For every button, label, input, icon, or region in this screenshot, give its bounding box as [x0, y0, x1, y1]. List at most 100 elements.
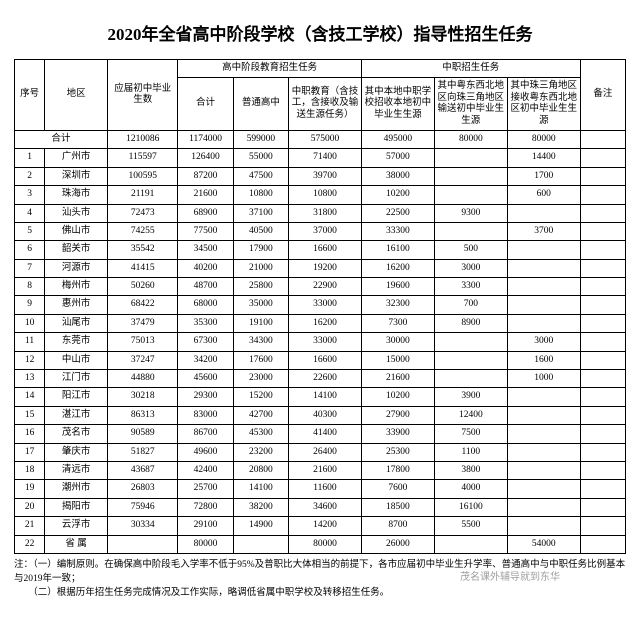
- cell-region: 湛江市: [45, 406, 108, 424]
- cell-putong: 20800: [233, 461, 288, 479]
- table-row: 14阳江市30218293001520014100102003900: [15, 388, 626, 406]
- hdr-remark: 备注: [580, 60, 625, 131]
- cell-local: 22500: [361, 204, 434, 222]
- cell-zzedu: 41400: [289, 425, 362, 443]
- cell-local: 33900: [361, 425, 434, 443]
- cell-zzedu: 37000: [289, 222, 362, 240]
- cell-idx: 14: [15, 388, 45, 406]
- hdr-in: 其中珠三角地区接收粤东西北地区初中毕业生生源: [507, 78, 580, 131]
- cell-in: 1700: [507, 167, 580, 185]
- cell-total: 80000: [178, 535, 233, 553]
- cell-idx: 12: [15, 351, 45, 369]
- cell-zzedu: 14200: [289, 517, 362, 535]
- enrollment-table: 序号 地区 应届初中毕业生数 高中阶段教育招生任务 中职招生任务 备注 合计 普…: [14, 59, 626, 554]
- cell-total: 68900: [178, 204, 233, 222]
- cell-in: 600: [507, 186, 580, 204]
- cell-putong: 37100: [233, 204, 288, 222]
- cell-in: [507, 406, 580, 424]
- totals-local: 495000: [361, 130, 434, 148]
- cell-out: 9300: [434, 204, 507, 222]
- cell-idx: 13: [15, 370, 45, 388]
- hdr-region: 地区: [45, 60, 108, 131]
- cell-putong: 47500: [233, 167, 288, 185]
- cell-idx: 16: [15, 425, 45, 443]
- cell-putong: 38200: [233, 498, 288, 516]
- cell-region: 汕尾市: [45, 314, 108, 332]
- cell-local: 10200: [361, 186, 434, 204]
- cell-remark: [580, 314, 625, 332]
- cell-region: 揭阳市: [45, 498, 108, 516]
- cell-grads: 75013: [108, 333, 178, 351]
- cell-grads: 86313: [108, 406, 178, 424]
- cell-out: [434, 149, 507, 167]
- table-row: 17肇庆市51827496002320026400253001100: [15, 443, 626, 461]
- cell-remark: [580, 351, 625, 369]
- cell-putong: [233, 535, 288, 553]
- cell-idx: 15: [15, 406, 45, 424]
- cell-region: 东莞市: [45, 333, 108, 351]
- cell-remark: [580, 461, 625, 479]
- cell-grads: 37247: [108, 351, 178, 369]
- cell-region: 梅州市: [45, 278, 108, 296]
- cell-grads: 50260: [108, 278, 178, 296]
- hdr-gaozhong-group: 高中阶段教育招生任务: [178, 60, 362, 78]
- cell-grads: 43687: [108, 461, 178, 479]
- totals-row: 合计12100861174000599000575000495000800008…: [15, 130, 626, 148]
- cell-remark: [580, 517, 625, 535]
- table-row: 20揭阳市759467280038200346001850016100: [15, 498, 626, 516]
- cell-total: 87200: [178, 167, 233, 185]
- cell-region: 广州市: [45, 149, 108, 167]
- cell-zzedu: 19200: [289, 259, 362, 277]
- table-row: 16茂名市90589867004530041400339007500: [15, 425, 626, 443]
- cell-remark: [580, 149, 625, 167]
- cell-in: 3700: [507, 222, 580, 240]
- cell-putong: 17900: [233, 241, 288, 259]
- cell-remark: [580, 296, 625, 314]
- cell-putong: 35000: [233, 296, 288, 314]
- cell-region: 清远市: [45, 461, 108, 479]
- cell-out: 7500: [434, 425, 507, 443]
- cell-out: 3800: [434, 461, 507, 479]
- cell-remark: [580, 535, 625, 553]
- cell-remark: [580, 259, 625, 277]
- cell-grads: 37479: [108, 314, 178, 332]
- cell-total: 35300: [178, 314, 233, 332]
- cell-total: 29300: [178, 388, 233, 406]
- hdr-putong: 普通高中: [233, 78, 288, 131]
- cell-total: 77500: [178, 222, 233, 240]
- cell-out: 3900: [434, 388, 507, 406]
- cell-in: [507, 388, 580, 406]
- cell-zzedu: 34600: [289, 498, 362, 516]
- cell-grads: 44880: [108, 370, 178, 388]
- cell-remark: [580, 204, 625, 222]
- table-row: 6韶关市3554234500179001660016100500: [15, 241, 626, 259]
- cell-idx: 7: [15, 259, 45, 277]
- cell-region: 珠海市: [45, 186, 108, 204]
- cell-local: 16100: [361, 241, 434, 259]
- cell-putong: 14100: [233, 480, 288, 498]
- cell-putong: 15200: [233, 388, 288, 406]
- cell-total: 25700: [178, 480, 233, 498]
- cell-total: 34200: [178, 351, 233, 369]
- cell-total: 45600: [178, 370, 233, 388]
- cell-zzedu: 14100: [289, 388, 362, 406]
- cell-region: 省 属: [45, 535, 108, 553]
- cell-region: 河源市: [45, 259, 108, 277]
- cell-total: 83000: [178, 406, 233, 424]
- totals-zzedu: 575000: [289, 130, 362, 148]
- cell-local: 32300: [361, 296, 434, 314]
- cell-out: [434, 351, 507, 369]
- cell-zzedu: 39700: [289, 167, 362, 185]
- totals-grads: 1210086: [108, 130, 178, 148]
- cell-in: 3000: [507, 333, 580, 351]
- cell-idx: 3: [15, 186, 45, 204]
- cell-remark: [580, 370, 625, 388]
- note-2: （二）根据历年招生任务完成情况及工作实际，略调低省属中职学校及转移招生任务。: [14, 586, 626, 600]
- cell-region: 佛山市: [45, 222, 108, 240]
- cell-total: 34500: [178, 241, 233, 259]
- note-1: 注：（一）编制原则。在确保高中阶段毛入学率不低于95%及普职比大体相当的前提下，…: [14, 558, 626, 587]
- table-row: 22省 属80000800002600054000: [15, 535, 626, 553]
- totals-total: 1174000: [178, 130, 233, 148]
- cell-region: 深圳市: [45, 167, 108, 185]
- cell-zzedu: 71400: [289, 149, 362, 167]
